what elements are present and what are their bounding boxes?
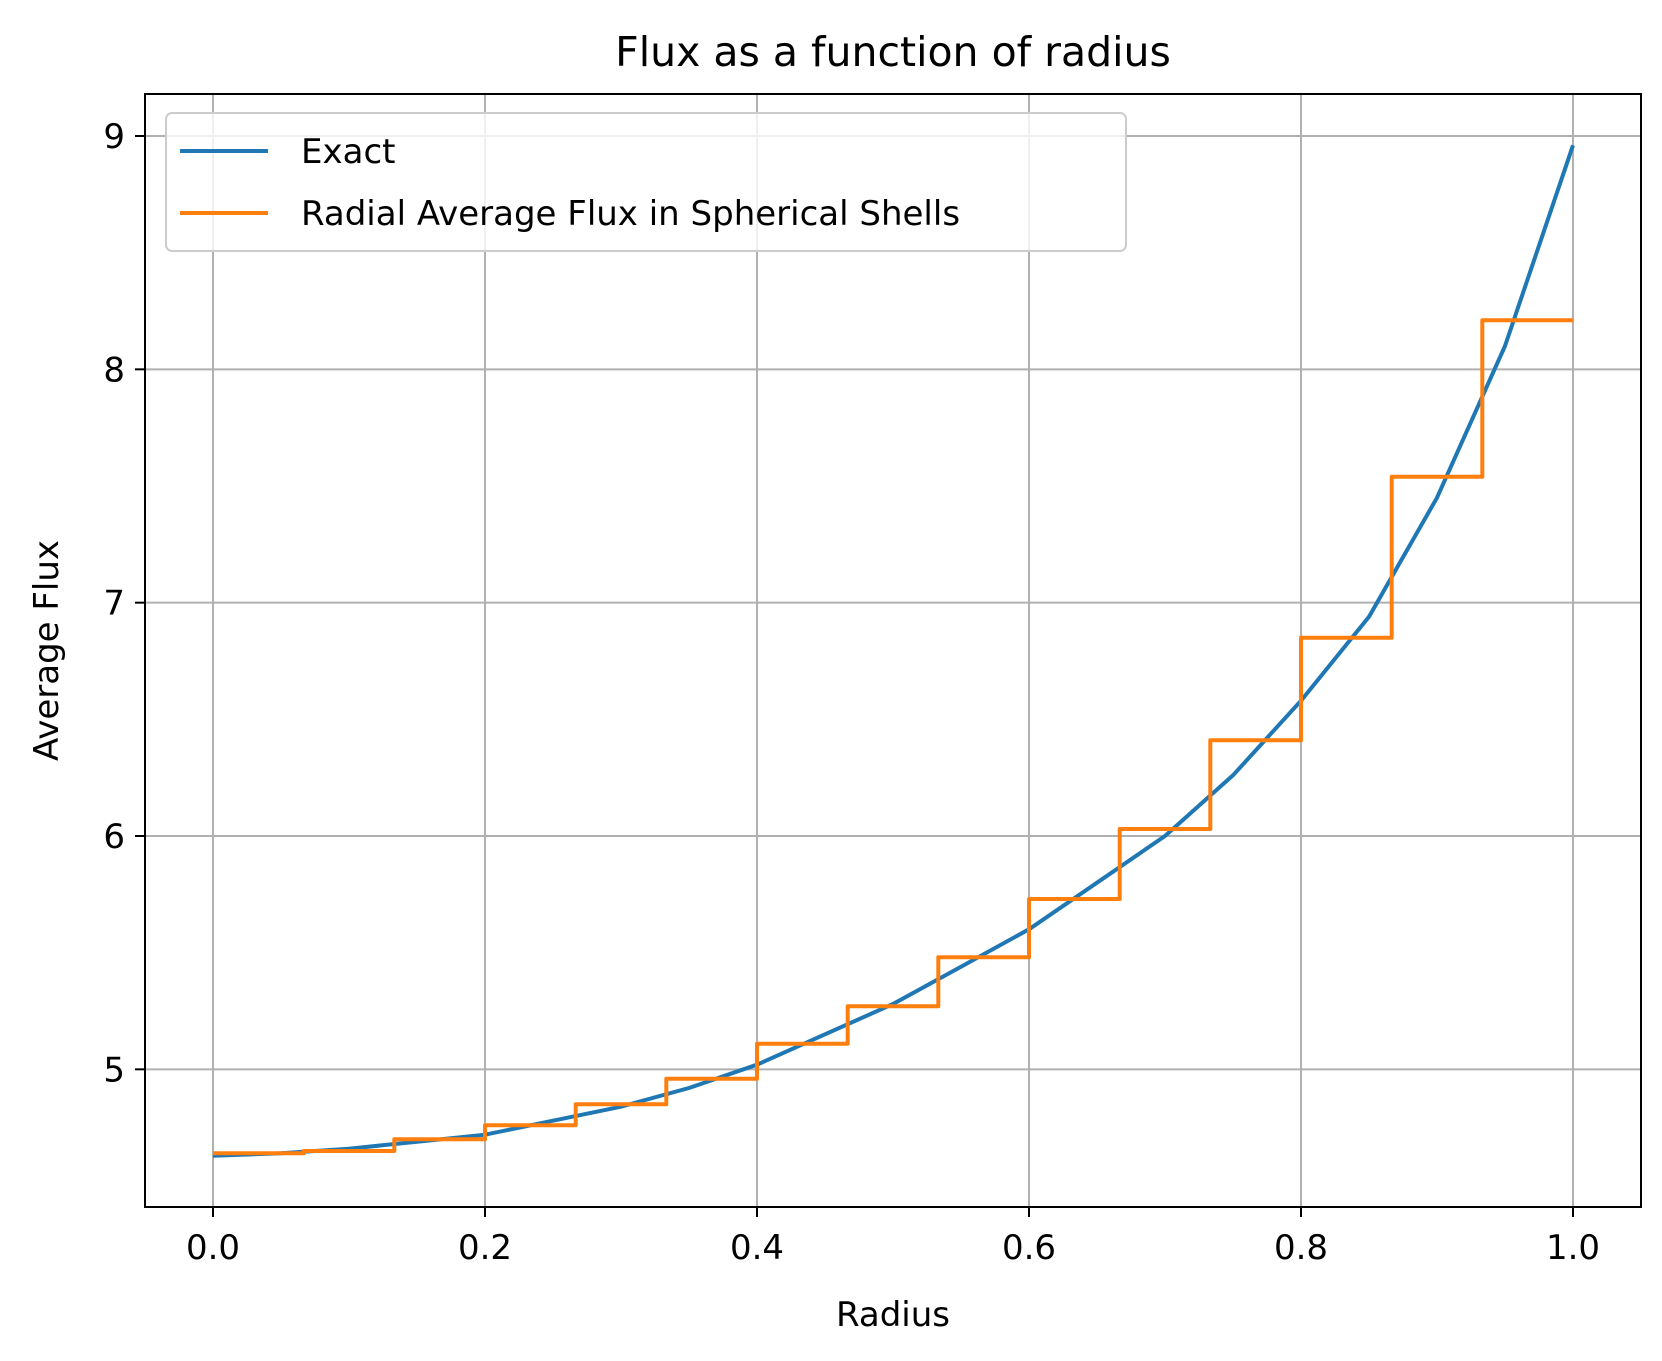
- axis-ticks: 0.0 0.2 0.4 0.6 0.8 1.0 5 6 7 8 9: [103, 117, 1600, 1268]
- plot-frame: [144, 93, 1642, 1208]
- legend-box: [165, 112, 1127, 252]
- x-tick-label: 0.8: [1274, 1228, 1328, 1268]
- radial-average-step-line: [213, 318, 1573, 1156]
- y-tick-label: 5: [103, 1050, 125, 1090]
- chart-title: Flux as a function of radius: [615, 28, 1171, 76]
- y-tick-label: 8: [103, 350, 125, 390]
- legend-label-radial-average: Radial Average Flux in Spherical Shells: [301, 194, 960, 234]
- x-tick-label: 1.0: [1546, 1228, 1600, 1268]
- y-tick-label: 6: [103, 817, 125, 857]
- x-tick-label: 0.4: [730, 1228, 784, 1268]
- x-tick-label: 0.2: [458, 1228, 512, 1268]
- y-axis-title: Average Flux: [27, 540, 67, 761]
- y-tick-label: 7: [103, 584, 125, 624]
- x-axis-title: Radius: [836, 1295, 950, 1335]
- legend-label-exact: Exact: [301, 132, 395, 172]
- y-tick-label: 9: [103, 117, 125, 157]
- plot-series: [212, 144, 1575, 1158]
- legend: Exact Radial Average Flux in Spherical S…: [165, 112, 1127, 252]
- x-tick-label: 0.6: [1002, 1228, 1056, 1268]
- x-tick-label: 0.0: [186, 1228, 240, 1268]
